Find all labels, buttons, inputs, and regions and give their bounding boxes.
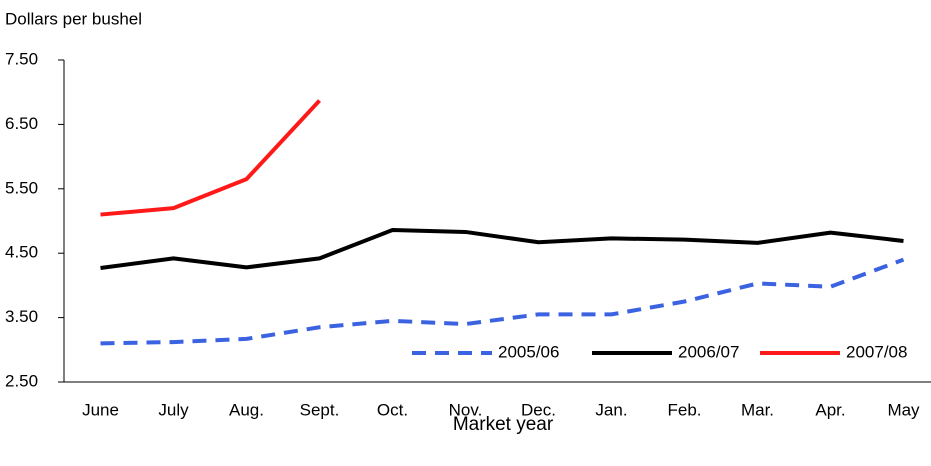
y-tick-label: 6.50 [5,114,38,133]
series-line [100,257,905,346]
legend-label: 2007/08 [846,342,907,361]
x-tick-label: Oct. [377,400,408,419]
x-tick-label: Aug. [229,400,264,419]
x-tick-label: May [887,400,920,419]
y-axis-label: Dollars per bushel [5,9,142,28]
legend-label: 2005/06 [498,342,559,361]
x-tick-label: Jan. [595,400,627,419]
y-tick-label: 7.50 [5,49,38,68]
y-tick-label: 5.50 [5,178,38,197]
x-axis-label: Market year [453,414,554,435]
legend-label: 2006/07 [678,342,739,361]
x-tick-label: Apr. [815,400,845,419]
series-line [100,228,904,270]
y-tick-label: 3.50 [5,307,38,326]
x-tick-label: Mar. [741,400,774,419]
series-line [100,99,321,217]
x-tick-label: July [158,400,189,419]
x-tick-label: Dec. [521,400,556,419]
y-tick-label: 2.50 [5,371,38,390]
x-tick-label: Feb. [667,400,701,419]
x-tick-label: June [82,400,119,419]
y-tick-label: 4.50 [5,243,38,262]
x-tick-label: Sept. [300,400,340,419]
x-tick-label: Nov. [449,400,483,419]
